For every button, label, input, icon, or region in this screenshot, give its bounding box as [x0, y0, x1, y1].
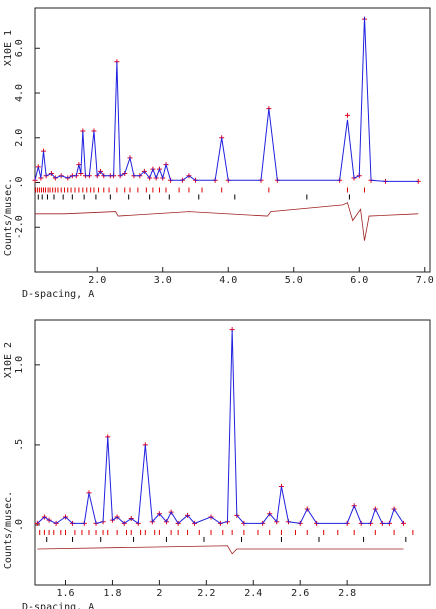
x-axis-label: D-spacing, A: [22, 289, 94, 300]
x-tick-label: 2.8: [338, 588, 356, 599]
x-tick-label: 2.2: [197, 588, 215, 599]
x-tick-label: 5.0: [285, 275, 303, 286]
y-tick-label: .0: [14, 176, 25, 188]
x-tick-label: 7.0: [416, 275, 434, 286]
y-tick-label: 1.0: [14, 356, 25, 374]
y-tick-label: 2.0: [14, 129, 25, 147]
x-tick-label: 6.0: [350, 275, 368, 286]
calculated-line: [34, 16, 419, 182]
x-tick-label: 4.0: [219, 275, 237, 286]
x-tick-label: 1.6: [56, 588, 74, 599]
observed-point: [344, 112, 350, 118]
scale-label: X10E 1: [3, 30, 14, 66]
y-axis-label: Counts/musec.: [3, 178, 14, 256]
y-tick-label: .0: [14, 519, 25, 531]
x-tick-label: 1.8: [103, 588, 121, 599]
x-tick-label: 2: [156, 588, 162, 599]
x-tick-label: 2.0: [88, 275, 106, 286]
scale-label: X10E 2: [3, 342, 14, 378]
x-axis-label: D-spacing, A: [22, 602, 94, 609]
y-tick-label: -2.0: [14, 215, 25, 239]
plot-frame: [34, 7, 431, 273]
y-tick-label: .5: [14, 439, 25, 451]
x-tick-label: 2.4: [244, 588, 262, 599]
plot-frame: [34, 319, 431, 586]
x-tick-label: 2.6: [291, 588, 309, 599]
y-tick-label: 6.0: [14, 39, 25, 57]
calculated-line: [37, 329, 404, 525]
y-tick-label: 4.0: [14, 84, 25, 102]
y-axis-label: Counts/musec.: [3, 491, 14, 569]
difference-line: [35, 202, 419, 241]
difference-line: [37, 545, 404, 555]
x-tick-label: 3.0: [154, 275, 172, 286]
